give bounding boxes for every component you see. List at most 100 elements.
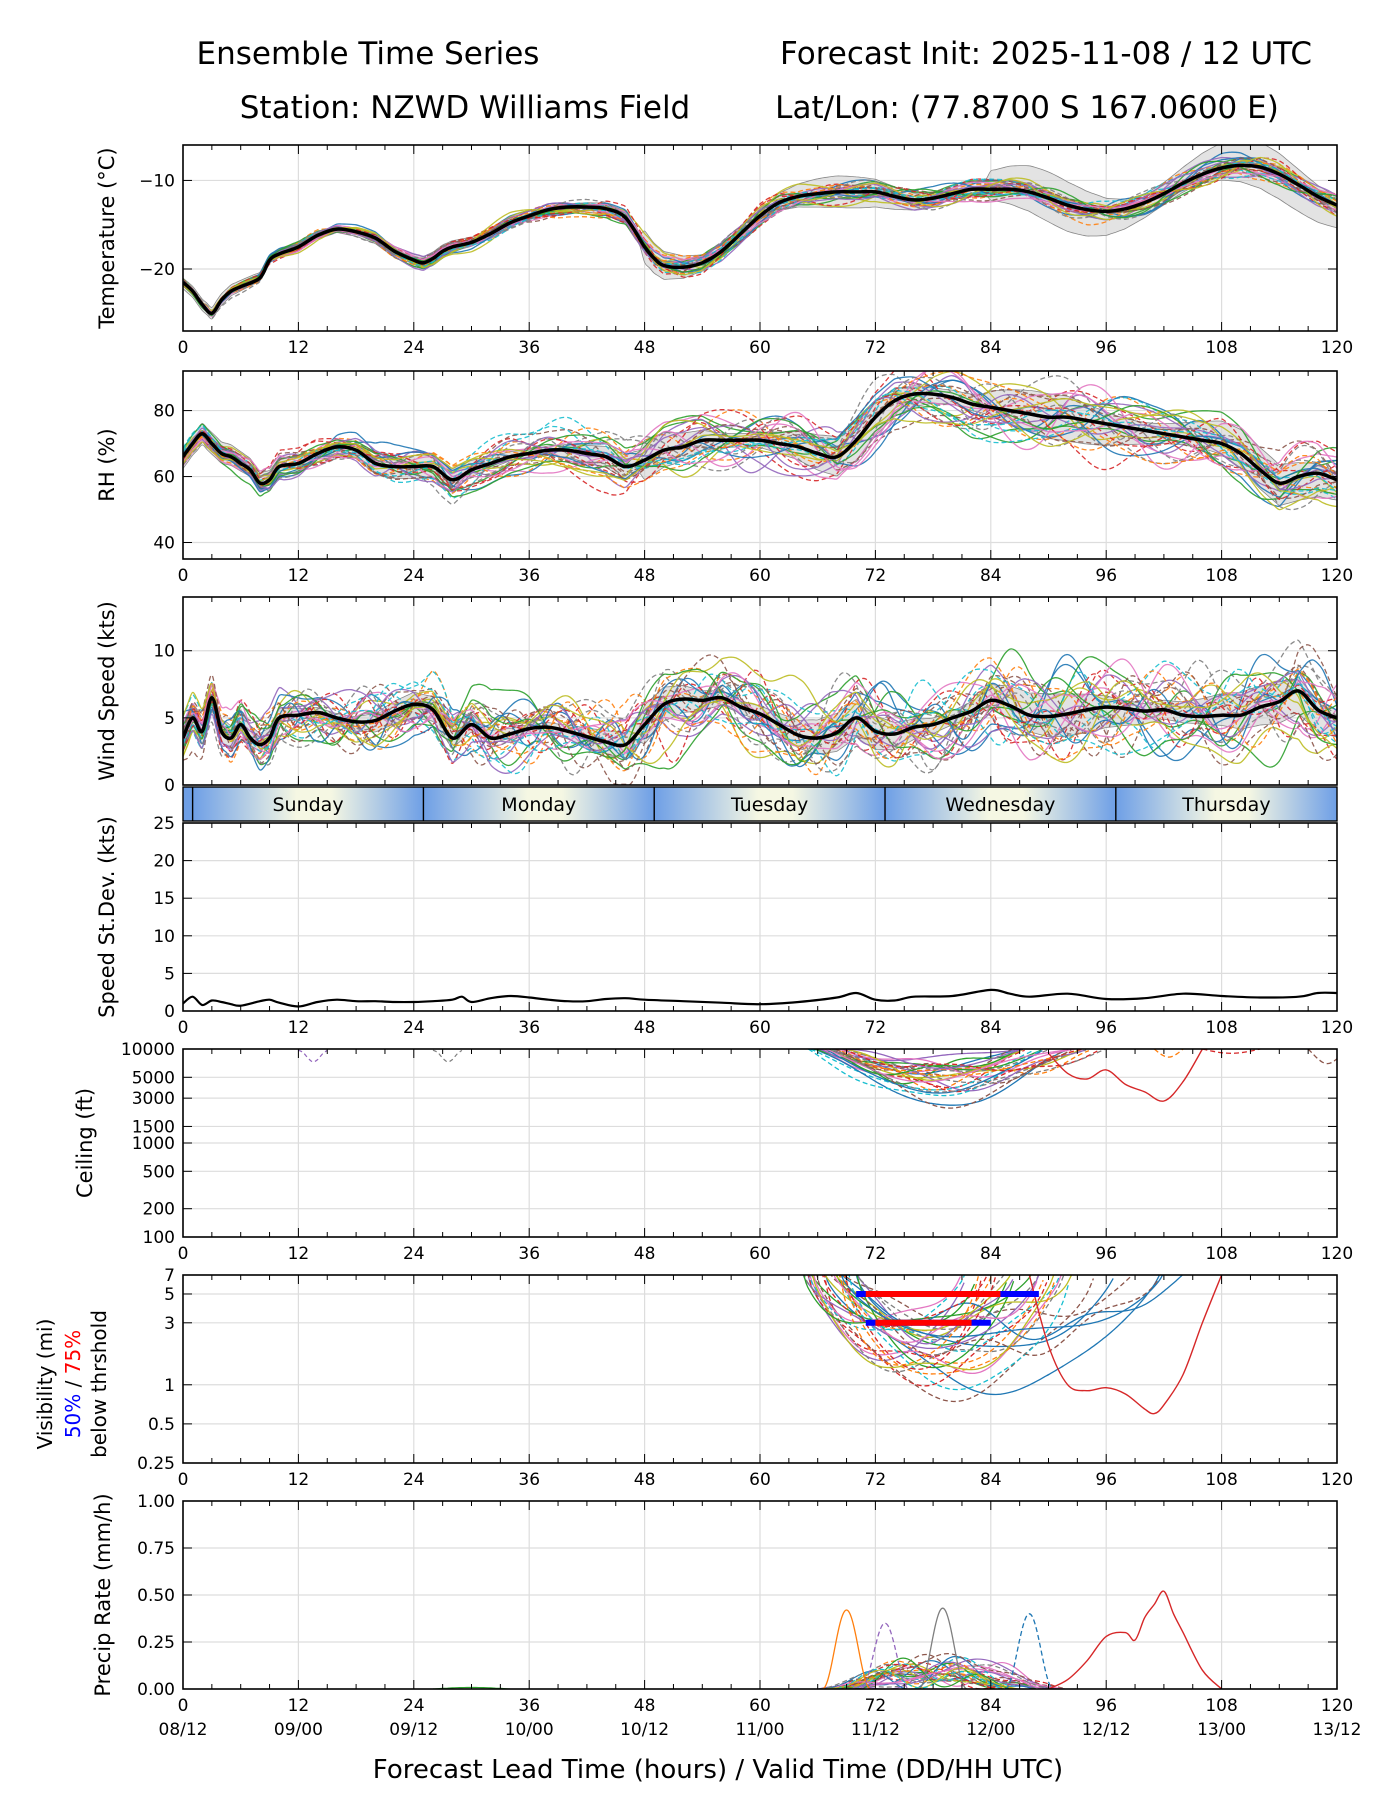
day-label-wednesday: Wednesday — [945, 794, 1055, 816]
precip-ytick-label: 1.00 — [137, 1492, 175, 1512]
temperature-xtick-label: 24 — [403, 338, 425, 358]
precip-xtick-label: 72 — [865, 1696, 887, 1716]
visibility-ytick-label: 1 — [164, 1376, 175, 1396]
panel-ceiling: 0 12 24 36 48 60 72 84 96 108 12010020050010001500… — [73, 1040, 1353, 1264]
panel-temperature: 0 12 24 36 48 60 72 84 96 108 120−20−10Temperature… — [95, 139, 1353, 358]
vis-legend-75pct: 75% — [61, 1330, 85, 1374]
stdev-xtick-label: 84 — [980, 1018, 1002, 1038]
temperature-xtick-label: 12 — [288, 338, 310, 358]
ceiling-ytick-label: 1500 — [132, 1117, 175, 1137]
ceiling-xtick-label: 36 — [518, 1244, 540, 1264]
rh-xtick-label: 12 — [288, 566, 310, 586]
ceiling-member-line — [298, 1050, 327, 1062]
precip-xtick-label: 84 — [980, 1696, 1002, 1716]
ceiling-ylabel: Ceiling (ft) — [73, 1088, 97, 1198]
visibility-xtick-label: 96 — [1095, 1470, 1117, 1490]
stdev-xtick-label: 24 — [403, 1018, 425, 1038]
temperature-xtick-label: 60 — [749, 338, 771, 358]
valid-time-label: 13/12 — [1313, 1720, 1362, 1740]
temperature-xtick-label: 120 — [1321, 338, 1353, 358]
precip-ytick-label: 0.50 — [137, 1586, 175, 1606]
vis-legend-50pct: 50% — [61, 1394, 85, 1438]
ceiling-xtick-label: 108 — [1205, 1244, 1237, 1264]
visibility-grid — [183, 1275, 1337, 1463]
station-label: Station: NZWD Williams Field — [240, 90, 690, 126]
precip-xtick-label: 36 — [518, 1696, 540, 1716]
rh-xtick-label: 24 — [403, 566, 425, 586]
ceiling-ytick-label: 500 — [143, 1162, 175, 1182]
stdev-ytick-label: 20 — [153, 852, 175, 872]
ceiling-ytick-label: 5000 — [132, 1068, 175, 1088]
stdev-xtick-label: 36 — [518, 1018, 540, 1038]
precip-xtick-label: 60 — [749, 1696, 771, 1716]
day-label-tuesday: Tuesday — [730, 794, 808, 816]
ceiling-xtick-label: 84 — [980, 1244, 1002, 1264]
rh-xtick-label: 120 — [1321, 566, 1353, 586]
stdev-ytick-label: 10 — [153, 927, 175, 947]
precip-xtick-label: 120 — [1321, 1696, 1353, 1716]
rh-xtick-label: 60 — [749, 566, 771, 586]
stdev-xtick-label: 0 — [178, 1018, 189, 1038]
stdev-ytick-label: 25 — [153, 814, 175, 834]
visibility-xtick-label: 120 — [1321, 1470, 1353, 1490]
temperature-ylabel: Temperature (°C) — [95, 147, 119, 329]
ceiling-ytick-label: 3000 — [132, 1089, 175, 1109]
temperature-xtick-label: 72 — [865, 338, 887, 358]
rh-ytick-label: 60 — [153, 468, 175, 488]
visibility-xtick-label: 12 — [288, 1470, 310, 1490]
ceiling-xtick-label: 48 — [634, 1244, 656, 1264]
ceiling-plot — [298, 1049, 1346, 1108]
precip-red-member — [1049, 1591, 1222, 1689]
day-segment-lead — [183, 787, 193, 821]
temperature-ytick-label: −10 — [139, 171, 175, 191]
precip-xtick-label: 48 — [634, 1696, 656, 1716]
valid-time-label: 09/12 — [389, 1720, 438, 1740]
precip-xtick-label: 0 — [178, 1696, 189, 1716]
title-right: Forecast Init: 2025-11-08 / 12 UTC — [780, 36, 1312, 72]
valid-time-label: 10/00 — [505, 1720, 554, 1740]
stdev-grid — [183, 823, 1337, 1011]
temperature-ytick-label: −20 — [139, 260, 175, 280]
stdev-xtick-label: 96 — [1095, 1018, 1117, 1038]
ceiling-xtick-label: 120 — [1321, 1244, 1353, 1264]
visibility-plot — [800, 1265, 1222, 1414]
rh-ytick-label: 40 — [153, 534, 175, 554]
visibility-ytick-label: 0.25 — [137, 1454, 175, 1474]
stdev-ylabel: Speed St.Dev. (kts) — [95, 816, 119, 1018]
stdev-xtick-label: 60 — [749, 1018, 771, 1038]
rh-xtick-label: 0 — [178, 566, 189, 586]
temperature-grid — [183, 145, 1337, 331]
visibility-xtick-label: 84 — [980, 1470, 1002, 1490]
ceiling-xtick-label: 0 — [178, 1244, 189, 1264]
precip-ylabel: Precip Rate (mm/h) — [91, 1493, 115, 1696]
visibility-ytick-label: 0.5 — [148, 1415, 175, 1435]
day-bar: Sunday Monday Tuesday Wednesday Thursday — [183, 787, 1337, 821]
vis-legend-pct-line: 50% / 75% — [61, 1330, 85, 1438]
temperature-xtick-label: 96 — [1095, 338, 1117, 358]
rh-xtick-label: 48 — [634, 566, 656, 586]
ceiling-xtick-label: 12 — [288, 1244, 310, 1264]
stdev-xtick-label: 48 — [634, 1018, 656, 1038]
rh-grid — [183, 371, 1337, 559]
visibility-xtick-label: 108 — [1205, 1470, 1237, 1490]
visibility-ytick-label: 5 — [164, 1285, 175, 1305]
visibility-xtick-label: 60 — [749, 1470, 771, 1490]
chart-panels: 0 12 24 36 48 60 72 84 96 108 120−20−10Temperature… — [73, 139, 1362, 1740]
day-label-thursday: Thursday — [1181, 794, 1270, 816]
day-label-sunday: Sunday — [272, 794, 343, 816]
precip-plot — [433, 1591, 1222, 1689]
valid-time-labels: 08/12 09/00 09/12 10/00 10/12 11/00 11/12 12/00… — [159, 1720, 1362, 1740]
visibility-xtick-label: 36 — [518, 1470, 540, 1490]
visibility-ytick-label: 7 — [164, 1266, 175, 1286]
stdev-xtick-label: 120 — [1321, 1018, 1353, 1038]
ceiling-xtick-label: 60 — [749, 1244, 771, 1264]
rh-xtick-label: 36 — [518, 566, 540, 586]
precip-grid — [183, 1501, 1337, 1689]
visibility-ytick-label: 3 — [164, 1314, 175, 1334]
panel-precip: 0 12 24 36 48 60 72 84 96 108 1200.000.250.500.751… — [91, 1492, 1353, 1716]
precip-xtick-label: 12 — [288, 1696, 310, 1716]
